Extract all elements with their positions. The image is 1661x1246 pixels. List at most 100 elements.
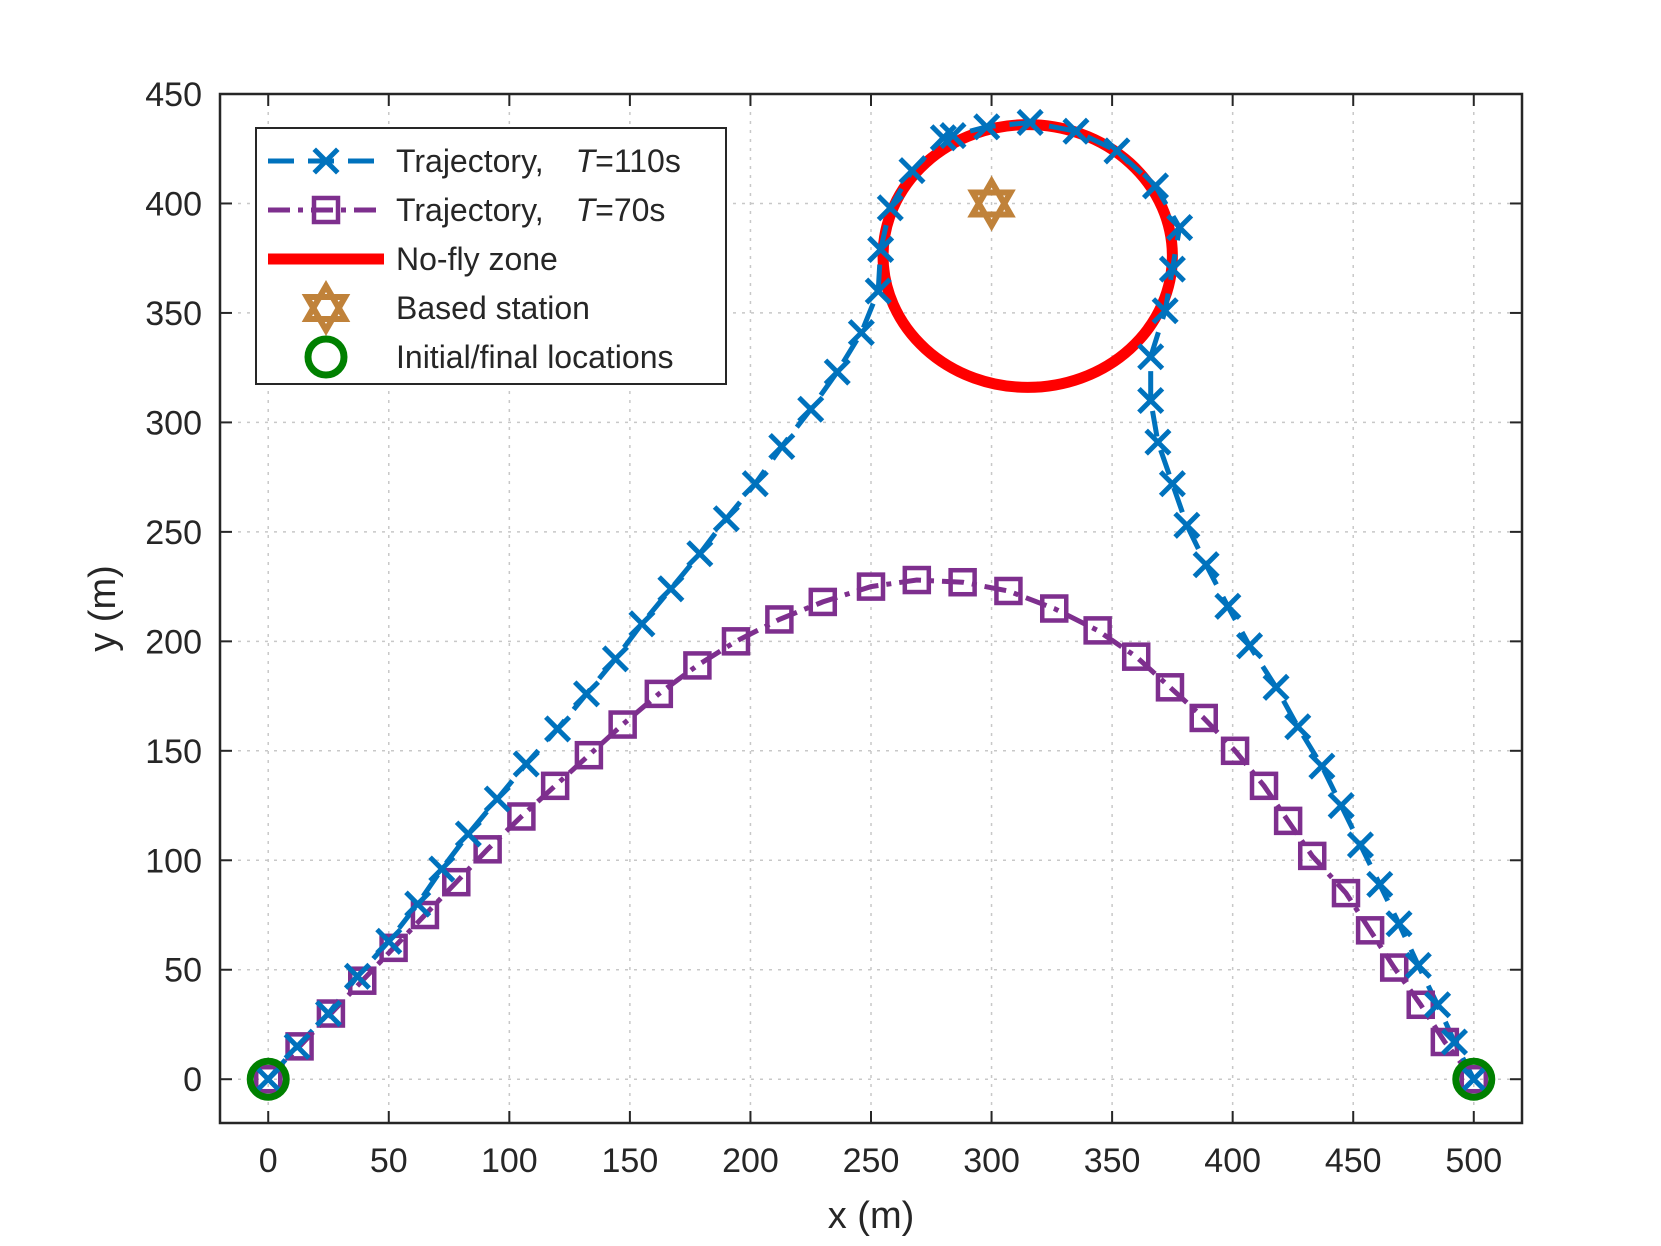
point-t70 bbox=[473, 835, 502, 864]
point-t110 bbox=[1262, 673, 1290, 701]
point-t110 bbox=[864, 277, 892, 305]
point-t70 bbox=[721, 627, 751, 656]
point-t110 bbox=[483, 785, 511, 813]
point-t70 bbox=[442, 867, 471, 897]
point-t110 bbox=[1137, 386, 1165, 415]
point-t70 bbox=[1379, 953, 1409, 982]
point-t110 bbox=[1404, 951, 1432, 979]
legend-label: Trajectory, T=70s bbox=[396, 192, 665, 228]
point-t110 bbox=[1460, 1065, 1488, 1093]
legend: Trajectory, T=110s Trajectory, T=70s No-fl… bbox=[255, 127, 727, 385]
point-t70 bbox=[253, 1064, 283, 1094]
point-t70 bbox=[1083, 616, 1112, 645]
x-tick-label: 50 bbox=[370, 1142, 408, 1180]
legend-item: Trajectory, T=70s bbox=[268, 192, 665, 228]
point-t70 bbox=[316, 999, 346, 1028]
x-tick-label: 0 bbox=[259, 1142, 278, 1180]
point-t110 bbox=[1151, 297, 1179, 325]
point-t110 bbox=[404, 890, 432, 918]
point-t70 bbox=[1189, 703, 1218, 733]
y-tick-label: 100 bbox=[145, 842, 202, 880]
point-t70 bbox=[1039, 594, 1069, 623]
y-tick-label: 450 bbox=[145, 76, 202, 114]
x-tick-label: 450 bbox=[1325, 1142, 1382, 1180]
point-t70 bbox=[540, 771, 570, 801]
x-tick-label: 300 bbox=[963, 1142, 1020, 1180]
point-t110 bbox=[512, 750, 540, 778]
point-t110 bbox=[343, 962, 371, 990]
point-t110 bbox=[768, 432, 796, 461]
point-t70 bbox=[994, 576, 1023, 606]
x-axis-label: x (m) bbox=[828, 1195, 915, 1237]
point-t70 bbox=[285, 1032, 314, 1061]
point-t110 bbox=[601, 645, 629, 673]
point-t110 bbox=[1308, 752, 1336, 780]
point-t110 bbox=[823, 358, 851, 386]
markers-layer bbox=[246, 175, 1496, 1101]
point-t110 bbox=[1327, 792, 1355, 820]
point-t110 bbox=[686, 540, 714, 568]
x-tick-label: 500 bbox=[1445, 1142, 1502, 1180]
legend-item: Based station bbox=[301, 280, 590, 336]
x-tick-label: 200 bbox=[722, 1142, 779, 1180]
point-t70 bbox=[808, 587, 838, 617]
point-t70 bbox=[856, 572, 886, 601]
point-t110 bbox=[1141, 172, 1170, 200]
point-t110 bbox=[314, 999, 343, 1028]
point-t110 bbox=[657, 575, 685, 603]
legend-swatch-marker bbox=[312, 147, 340, 175]
point-t70 bbox=[1220, 736, 1250, 766]
x-tick-label: 350 bbox=[1084, 1142, 1141, 1180]
x-tick-label: 400 bbox=[1204, 1142, 1261, 1180]
point-t110 bbox=[1062, 117, 1090, 145]
point-t70 bbox=[1406, 990, 1435, 1020]
point-t110 bbox=[428, 855, 456, 883]
ticks: 0 50 100 150 200 250 300 350 400 450 500 0 50 100 150 2… bbox=[145, 76, 1522, 1180]
point-t110 bbox=[741, 470, 769, 498]
legend-label: Based station bbox=[396, 290, 590, 326]
point-t110 bbox=[1385, 910, 1413, 938]
y-tick-label: 250 bbox=[145, 514, 202, 552]
point-t70 bbox=[644, 679, 674, 709]
point-t70 bbox=[1273, 806, 1303, 836]
point-t110 bbox=[797, 395, 825, 423]
y-tick-label: 350 bbox=[145, 295, 202, 333]
point-t70 bbox=[1121, 642, 1151, 671]
point-t110 bbox=[544, 715, 572, 743]
y-axis-label: y (m) bbox=[82, 565, 124, 652]
legend-label: Trajectory, T=110s bbox=[396, 143, 681, 179]
point-t110 bbox=[454, 820, 482, 848]
point-t110 bbox=[939, 122, 967, 150]
legend-item: Initial/final locations bbox=[304, 335, 673, 379]
y-tick-label: 300 bbox=[145, 404, 202, 442]
legend-item: No-fly zone bbox=[268, 241, 558, 277]
endpoint-marker bbox=[1452, 1057, 1496, 1101]
legend-label: Initial/final locations bbox=[396, 339, 673, 375]
point-t110 bbox=[1144, 428, 1172, 456]
point-t70 bbox=[1297, 841, 1327, 871]
y-tick-label: 200 bbox=[145, 623, 202, 661]
point-t110 bbox=[283, 1032, 311, 1060]
legend-swatch-marker bbox=[304, 335, 348, 379]
point-t110 bbox=[1173, 511, 1201, 539]
point-t110 bbox=[572, 680, 601, 708]
point-t110 bbox=[1158, 255, 1186, 283]
point-t70 bbox=[1155, 673, 1185, 702]
point-t70 bbox=[410, 900, 440, 930]
point-t110 bbox=[1214, 592, 1242, 620]
endpoint-marker bbox=[246, 1057, 290, 1101]
point-t110 bbox=[1137, 343, 1165, 371]
point-t70 bbox=[1459, 1064, 1489, 1094]
point-t110 bbox=[1166, 214, 1194, 242]
point-t110 bbox=[973, 113, 1001, 141]
point-t70 bbox=[574, 740, 604, 770]
point-t110 bbox=[1236, 632, 1264, 660]
y-tick-label: 400 bbox=[145, 185, 202, 223]
point-t70 bbox=[948, 567, 977, 597]
point-t70 bbox=[1355, 916, 1385, 945]
y-tick-label: 50 bbox=[164, 952, 202, 990]
point-t110 bbox=[847, 319, 875, 347]
legend-swatch-marker bbox=[301, 280, 351, 336]
point-t70 bbox=[608, 710, 637, 739]
